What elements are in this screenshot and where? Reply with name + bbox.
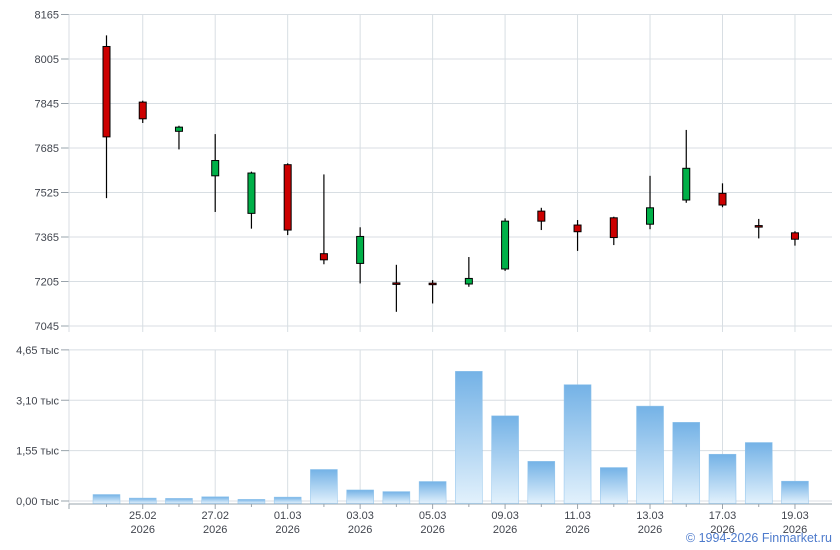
year-label: 2026	[710, 524, 734, 536]
year-label: 2026	[493, 524, 517, 536]
year-label: 2026	[203, 524, 227, 536]
candle-body-down	[718, 192, 727, 206]
date-label: 05.03	[419, 510, 447, 522]
candle-body-down	[283, 164, 292, 231]
price-axis-label: 7525	[35, 188, 59, 200]
candle-body-down	[138, 101, 147, 120]
date-label: 03.03	[346, 510, 374, 522]
year-label: 2026	[420, 524, 444, 536]
year-label: 2026	[783, 524, 807, 536]
finmarket-copyright-link[interactable]: © 1994-2026 Finmarket.ru	[685, 531, 832, 545]
volume-bar	[527, 461, 556, 504]
candle-body-down	[573, 224, 582, 233]
volume-axis-label: 3,10 тыс	[16, 395, 59, 407]
candle-body-down	[428, 282, 437, 286]
volume-bar	[600, 467, 628, 504]
volume-bar	[201, 496, 229, 504]
volume-bar	[128, 497, 157, 504]
year-label: 2026	[565, 524, 589, 536]
volume-bar	[418, 481, 447, 504]
candle-body-down	[537, 210, 546, 222]
year-label: 2026	[275, 524, 299, 536]
volume-bar	[781, 480, 809, 504]
price-axis-label: 7045	[35, 321, 59, 333]
volume-bar	[636, 405, 664, 504]
candle-body-up	[356, 235, 365, 264]
volume-bar	[237, 499, 266, 504]
candle-body-down	[754, 225, 763, 228]
date-label: 25.02	[129, 510, 157, 522]
candle-body-up	[464, 277, 473, 285]
year-label: 2026	[348, 524, 372, 536]
candle-body-up	[682, 167, 691, 201]
candle-body-down	[392, 282, 401, 285]
candle-body-up	[211, 160, 220, 177]
date-label: 17.03	[709, 510, 737, 522]
date-label: 27.02	[201, 510, 229, 522]
candle-body-down	[102, 45, 111, 138]
volume-bar	[92, 494, 121, 504]
candle-body-down	[790, 232, 799, 240]
volume-bar	[310, 469, 338, 504]
volume-bar	[273, 496, 302, 504]
date-label: 11.03	[564, 510, 591, 522]
candle-body-up	[174, 126, 183, 132]
year-label: 2026	[638, 524, 662, 536]
price-axis-label: 7845	[35, 99, 59, 111]
volume-bar	[491, 415, 519, 504]
volume-bar	[455, 371, 483, 504]
candle-body-up	[501, 220, 510, 270]
year-label: 2026	[130, 524, 154, 536]
candle-body-up	[247, 172, 256, 214]
candle-body-up	[646, 207, 655, 225]
date-label: 01.03	[274, 510, 302, 522]
volume-bar	[382, 491, 411, 504]
price-axis-label: 7205	[35, 277, 59, 289]
date-label: 09.03	[491, 510, 519, 522]
price-axis-label: 7365	[35, 232, 59, 244]
volume-axis-label: 1,55 тыс	[16, 446, 59, 458]
candle-body-down	[609, 217, 618, 239]
volume-axis-label: 0,00 тыс	[16, 496, 59, 508]
volume-bar	[708, 453, 737, 504]
date-label: 19.03	[781, 510, 809, 522]
price-axis-label: 8165	[35, 10, 59, 22]
volume-bar	[165, 498, 193, 504]
date-label: 13.03	[636, 510, 664, 522]
volume-bar	[744, 442, 773, 504]
volume-axis-label: 4,65 тыс	[16, 345, 59, 357]
volume-bar	[346, 489, 374, 504]
candle-body-down	[319, 253, 328, 261]
price-axis-label: 8005	[35, 54, 59, 66]
volume-bar	[672, 422, 701, 504]
volume-bar	[563, 384, 592, 504]
price-axis-label: 7685	[35, 143, 59, 155]
